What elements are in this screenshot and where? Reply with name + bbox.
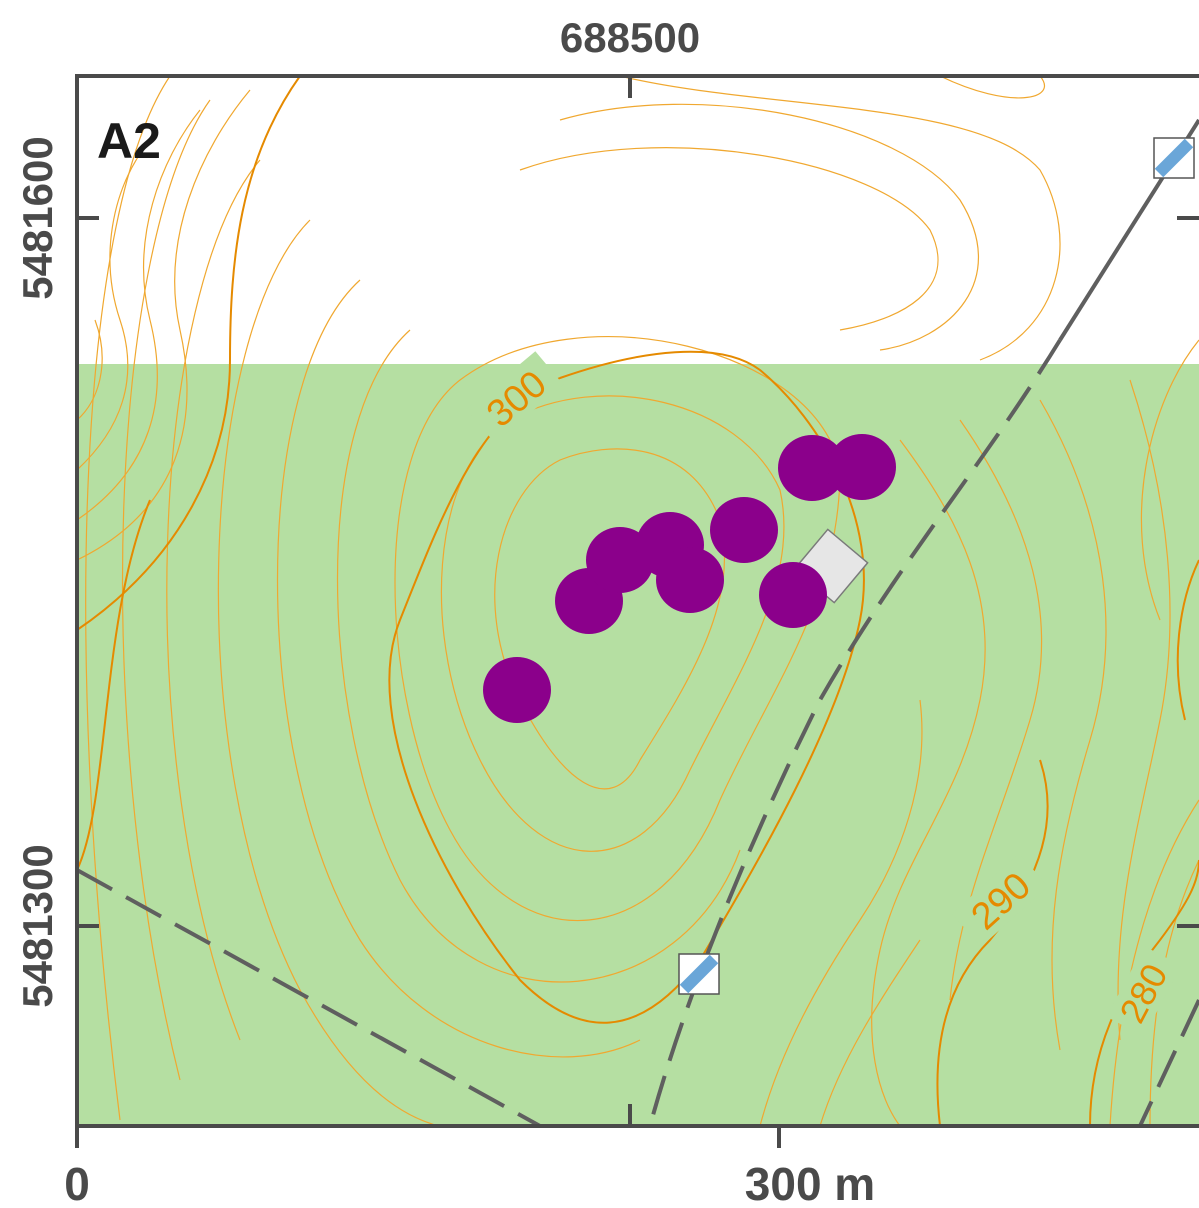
site-dot-icon <box>778 435 846 501</box>
northing-label-top: 5481600 <box>14 136 61 300</box>
site-dot-icon <box>759 562 827 628</box>
northing-label-bottom: 5481300 <box>14 844 61 1008</box>
site-dot-icon <box>656 547 724 613</box>
site-dot-icon <box>828 434 896 500</box>
green-land-area <box>77 364 1199 1126</box>
site-dot-icon <box>483 657 551 723</box>
map-frame <box>75 74 1199 1148</box>
easting-label: 688500 <box>560 14 700 61</box>
site-dot-icon <box>710 497 778 563</box>
map-body: 300 290 280 A2 <box>77 76 1199 1126</box>
archaeological-sites <box>483 434 896 723</box>
road-markers <box>678 137 1195 995</box>
road-dashed-southeast <box>1138 999 1199 1126</box>
scale-start-label: 0 <box>64 1158 90 1208</box>
panel-label: A2 <box>97 113 161 169</box>
road-marker-icon <box>678 953 720 995</box>
scale-end-label: 300 m <box>745 1158 875 1208</box>
road-marker-icon <box>1153 137 1195 179</box>
road-dashed-southwest <box>77 868 541 1126</box>
